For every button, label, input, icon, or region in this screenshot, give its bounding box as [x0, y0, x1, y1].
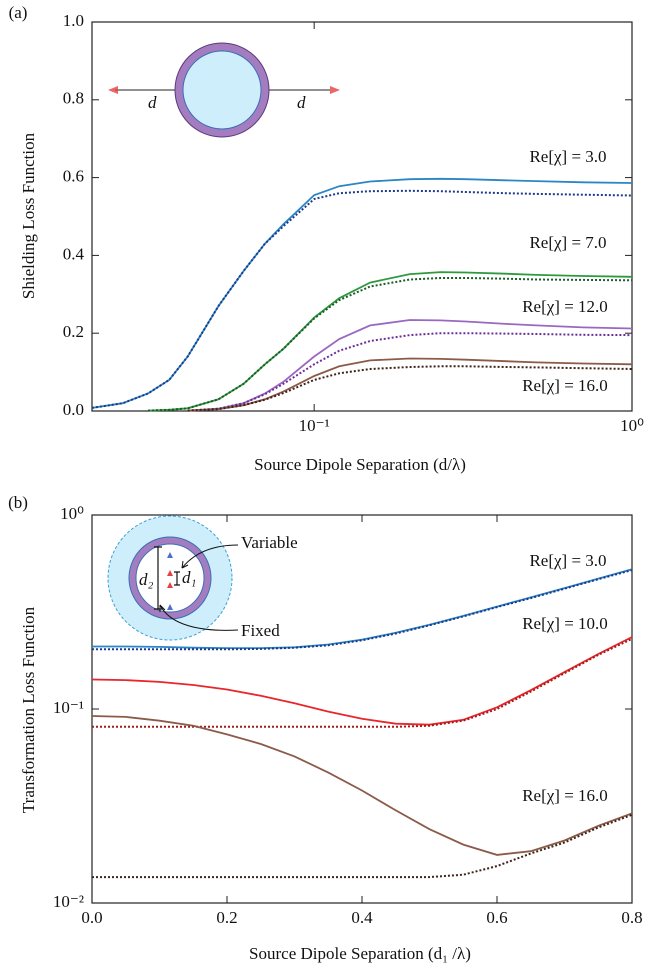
curve-label: Re[χ] = 3.0	[529, 147, 606, 166]
curve	[92, 569, 633, 651]
x-tick-label: 10⁻¹	[299, 416, 330, 435]
x-tick-label: 0.4	[351, 908, 373, 927]
x-tick-label: 0.2	[216, 908, 237, 927]
x-tick-label: 0.6	[486, 908, 507, 927]
curve	[187, 365, 633, 412]
panel: 0.0 0.2 0.4 0.6 0.8 10⁻² 10⁻¹ 10⁰ Re[χ] = 3.0 Re[…	[8, 493, 643, 963]
inset-b: Variable Fixed d₂ d₁	[107, 515, 298, 641]
variable-dipole	[167, 570, 173, 588]
curve	[147, 277, 633, 412]
y-tick-label: 0.4	[63, 244, 85, 263]
plot-frame	[91, 21, 633, 412]
bracket	[174, 571, 180, 586]
y-tick-label: 0.6	[63, 167, 84, 186]
curve	[91, 715, 633, 856]
inset-label: d	[297, 93, 306, 112]
pointer-head	[181, 560, 189, 569]
inset-label: d₁	[182, 568, 196, 587]
pointer	[159, 604, 239, 631]
panel-label: (b)	[8, 493, 28, 512]
curve	[187, 332, 633, 412]
inset-label: Fixed	[241, 621, 280, 640]
y-tick-label: 0.2	[63, 322, 84, 341]
curve	[91, 177, 633, 409]
fixed-dipole	[167, 552, 173, 610]
y-axis-title: Transformation Loss Function	[19, 606, 38, 813]
curve	[91, 189, 633, 409]
pointer-head	[159, 604, 166, 612]
y-tick-label: 10⁻¹	[53, 698, 84, 717]
panel: 10⁻¹ 10⁰ 0.0 0.2 0.4 0.6 0.8 1.0 Re[χ] = 3.0 Re[χ…	[9, 3, 645, 474]
y-tick-label: 10⁰	[60, 504, 84, 523]
curve-label: Re[χ] = 16.0	[522, 376, 608, 395]
core	[182, 50, 262, 130]
core	[135, 543, 205, 613]
y-tick-label: 1.0	[63, 11, 84, 30]
curve	[92, 813, 633, 879]
curve-label: Re[χ] = 10.0	[522, 614, 608, 633]
inset-label: d	[148, 93, 157, 112]
curve	[187, 357, 633, 412]
pointer	[181, 544, 239, 569]
bracket	[154, 546, 162, 610]
x-tick-label: 0.8	[621, 908, 642, 927]
y-tick-label: 0.0	[63, 400, 84, 419]
y-tick-label: 0.8	[63, 89, 84, 108]
curve-label: Re[χ] = 7.0	[529, 233, 606, 252]
panel-label: (a)	[9, 3, 28, 22]
x-tick-label: 0.0	[81, 908, 102, 927]
inset-a: d d	[108, 42, 340, 138]
inset-label: Variable	[241, 533, 298, 552]
x-tick-label: 10⁰	[620, 416, 644, 435]
y-axis-title: Shielding Loss Function	[19, 132, 38, 299]
y-tick-label: 10⁻²	[53, 892, 84, 911]
x-axis-title: Source Dipole Separation (d/λ)	[254, 455, 466, 474]
curve	[91, 636, 633, 726]
curve	[92, 637, 633, 728]
curve-label: Re[χ] = 16.0	[522, 786, 608, 805]
curve-label: Re[χ] = 3.0	[529, 551, 606, 570]
inset-label: d₂	[139, 570, 154, 589]
x-axis-title: Source Dipole Separation (d₁ /λ)	[249, 944, 471, 963]
curve-label: Re[χ] = 12.0	[522, 297, 608, 316]
